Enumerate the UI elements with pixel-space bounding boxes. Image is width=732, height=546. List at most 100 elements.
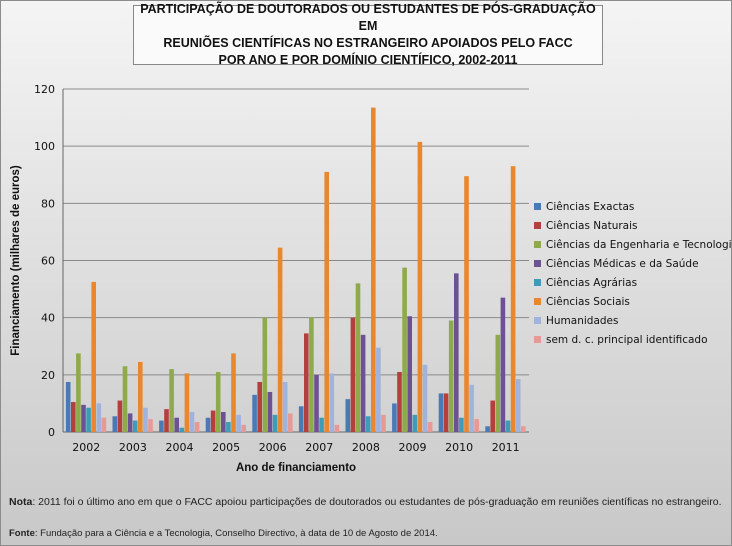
bar <box>381 414 386 432</box>
bar <box>71 401 76 432</box>
legend-label: Ciências da Engenharia e Tecnologias <box>546 238 732 251</box>
bar <box>282 381 288 432</box>
bar <box>277 247 283 432</box>
legend-label: Ciências Agrárias <box>546 276 638 289</box>
legend-item: Ciências Médicas e da Saúde <box>534 254 730 273</box>
bar <box>159 420 164 432</box>
bar <box>500 297 506 432</box>
legend-item: Ciências Sociais <box>534 292 730 311</box>
title-line-1: PARTICIPAÇÃO DE DOUTORADOS OU ESTUDANTES… <box>140 2 596 33</box>
legend-item: Ciências Agrárias <box>534 273 730 292</box>
bar <box>148 419 153 432</box>
legend-swatch <box>534 317 541 324</box>
legend-label: Ciências Naturais <box>546 219 638 232</box>
bar <box>215 371 221 432</box>
bar <box>454 273 459 432</box>
title-line-2: REUNIÕES CIENTÍFICAS NO ESTRANGEIRO APOI… <box>163 36 573 50</box>
bar <box>510 166 516 433</box>
bar <box>221 411 226 432</box>
bar <box>231 353 236 432</box>
bar <box>184 373 190 432</box>
bar <box>397 371 402 432</box>
bar <box>329 373 335 432</box>
bar <box>427 421 433 432</box>
y-axis-label: Financiamento (milhares de euros) <box>10 165 22 356</box>
source-text: : Fundação para a Ciência e a Tecnologia… <box>34 528 438 539</box>
legend-swatch <box>534 222 541 229</box>
bar <box>112 416 118 432</box>
bar <box>101 417 107 432</box>
y-tick-label: 0 <box>48 426 55 439</box>
bar <box>443 393 449 432</box>
y-tick-label: 120 <box>34 83 55 96</box>
legend-label: Ciências Exactas <box>546 200 635 213</box>
y-tick-label: 20 <box>41 369 55 382</box>
bar <box>376 347 381 432</box>
bar <box>205 417 211 432</box>
bar <box>257 381 262 432</box>
bar <box>138 361 143 432</box>
bar <box>272 414 278 432</box>
bar <box>91 281 96 432</box>
bar <box>117 400 123 432</box>
legend-label: Humanidades <box>546 314 619 327</box>
bar <box>236 414 241 432</box>
x-tick-label: 2011 <box>492 441 520 454</box>
y-tick-label: 60 <box>41 255 55 268</box>
bar <box>252 394 257 432</box>
legend-swatch <box>534 203 541 210</box>
chart-note: Nota: 2011 foi o último ano em que o FAC… <box>9 496 722 508</box>
bar <box>132 420 138 432</box>
y-tick-label: 80 <box>41 197 55 210</box>
bar <box>515 379 521 432</box>
legend-swatch <box>534 279 541 286</box>
x-tick-label: 2007 <box>305 441 333 454</box>
bar <box>314 374 319 432</box>
x-tick-label: 2004 <box>166 441 194 454</box>
bar <box>422 364 428 432</box>
bar <box>505 420 511 432</box>
legend-item: Ciências Naturais <box>534 216 730 235</box>
bar <box>262 317 268 432</box>
bar <box>365 416 371 432</box>
legend-swatch <box>534 241 541 248</box>
bar <box>127 413 133 432</box>
bar <box>86 407 91 432</box>
bar <box>521 426 526 432</box>
bar <box>334 424 340 432</box>
x-tick-label: 2005 <box>212 441 240 454</box>
bar <box>189 411 195 432</box>
bar <box>448 320 454 432</box>
bar <box>417 141 423 433</box>
legend-item: Ciências da Engenharia e Tecnologias <box>534 235 732 254</box>
bar <box>412 414 418 432</box>
bar <box>319 417 324 432</box>
bar <box>241 424 246 432</box>
bar <box>81 404 86 432</box>
x-tick-label: 2003 <box>119 441 147 454</box>
bar <box>76 353 81 432</box>
bar <box>210 410 216 432</box>
bar <box>474 419 479 432</box>
bar <box>485 426 490 432</box>
legend-swatch <box>534 260 541 267</box>
x-axis-label: Ano de financiamento <box>236 462 356 474</box>
bar <box>371 107 376 433</box>
bar <box>164 409 169 432</box>
bar <box>438 393 444 432</box>
bar <box>174 417 179 432</box>
bar <box>350 317 356 432</box>
bar <box>65 381 71 432</box>
bar <box>392 403 397 432</box>
bar <box>169 369 174 432</box>
bar <box>464 176 469 432</box>
legend-label: sem d. c. principal identificado <box>546 333 708 346</box>
bar <box>355 283 361 432</box>
bar <box>402 267 407 432</box>
chart-plot: 0 20 40 60 80 100 120 2002 2003 2004 2005 2006 2007 2… <box>10 83 529 474</box>
legend-item: Ciências Exactas <box>534 197 730 216</box>
bar <box>495 334 501 432</box>
bar <box>490 400 495 432</box>
legend-label: Ciências Médicas e da Saúde <box>546 257 699 270</box>
